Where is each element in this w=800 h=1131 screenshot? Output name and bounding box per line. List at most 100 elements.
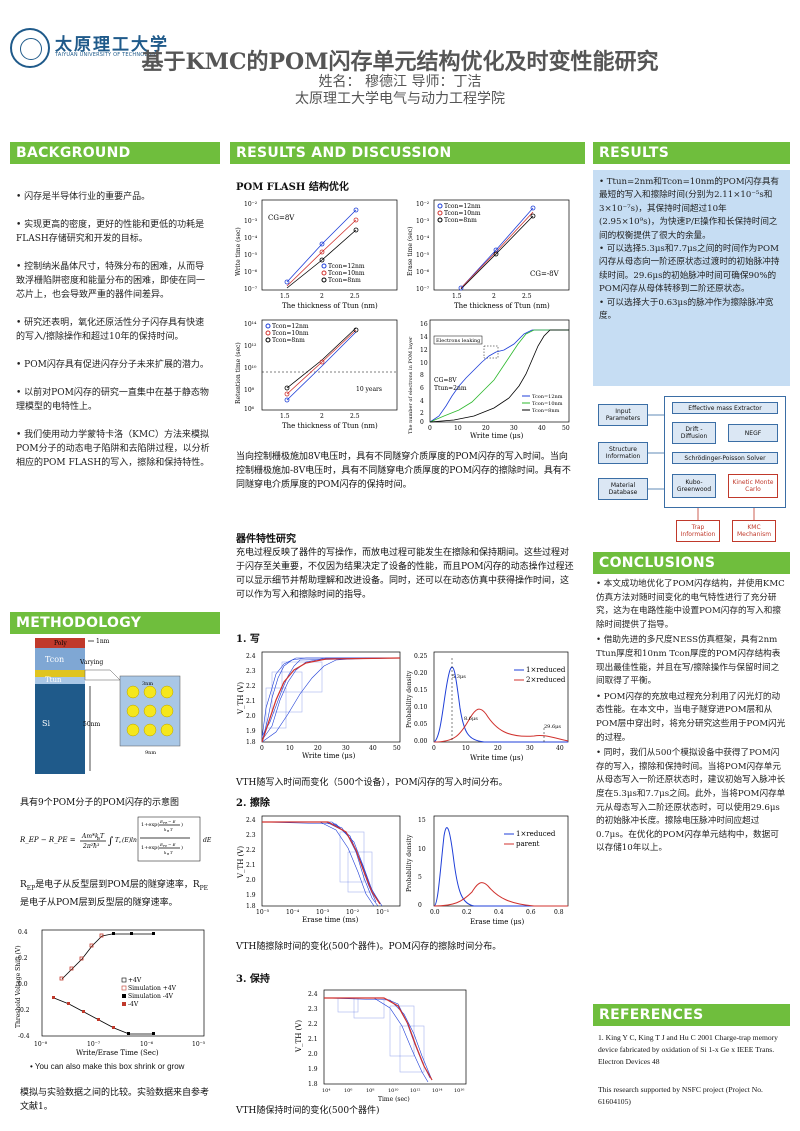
chart1-note: CG=8V xyxy=(268,214,295,222)
svg-text:0.0: 0.0 xyxy=(430,909,440,916)
vth-exp-minus xyxy=(52,996,115,1029)
svg-text:1.8: 1.8 xyxy=(308,1081,318,1088)
retention-ylabel: V_TH (V) xyxy=(295,1020,303,1053)
svg-text:Tcon=8nm: Tcon=8nm xyxy=(532,408,560,414)
retention-heading: 3. 保持 xyxy=(236,974,270,985)
poly-label: Poly xyxy=(54,640,67,647)
svg-text:0.25: 0.25 xyxy=(414,653,428,660)
svg-text:10¹⁴: 10¹⁴ xyxy=(244,321,257,328)
erase-pdf-legend: 1×reduced parent xyxy=(504,830,556,848)
flow-material-db: Material Database xyxy=(598,478,648,500)
svg-text:40: 40 xyxy=(369,745,377,752)
varying-label: Varying xyxy=(79,659,103,666)
svg-text:40: 40 xyxy=(538,425,546,432)
svg-text:2: 2 xyxy=(320,413,324,420)
flow-structure-info: Structure Information xyxy=(598,442,648,464)
tunneling-formula: R_EP − R_PE = Am*k B T 2π²ħ³ ∫ T c (E)ln… xyxy=(20,816,212,862)
svg-text:10⁻⁶: 10⁻⁶ xyxy=(416,269,430,276)
erase-vth-traces xyxy=(261,821,383,907)
svg-text:0: 0 xyxy=(420,419,424,426)
retention-time-chart: 10¹⁴ 10¹² 10¹⁰ 10⁸ 10⁶ 1.5 2 2.5 The thi… xyxy=(235,319,398,430)
svg-text:2.0: 2.0 xyxy=(246,877,256,884)
svg-text:1+exp(: 1+exp( xyxy=(141,821,159,828)
svg-text:Am*k: Am*k xyxy=(81,833,99,840)
vth-shift-chart: 0.4 0.2 0.0 -0.2 -0.4 10⁻⁸ 10⁻⁷ 10⁻⁶ 10⁻… xyxy=(15,929,206,1057)
retention-xlabel: Time (sec) xyxy=(378,1096,410,1103)
svg-text:10⁻³: 10⁻³ xyxy=(416,218,430,225)
svg-text:-4V: -4V xyxy=(128,1001,139,1008)
svg-text:10: 10 xyxy=(462,745,470,752)
conclusion-item: • 借助先进的多尺度NESS仿真框架，具有2nm Ttun厚度和10nm Tco… xyxy=(596,635,781,687)
svg-text:2.3: 2.3 xyxy=(308,1006,318,1013)
write-vth-chart: 2.4 2.3 2.2 2.1 2.0 1.9 1.8 0 10 20 30 4… xyxy=(237,651,401,760)
results-item: • 可以选择大于0.63μs的脉冲作为擦除脉冲宽度。 xyxy=(599,297,774,322)
svg-text:1×reduced: 1×reduced xyxy=(526,666,566,674)
erase-left-xlabel: Erase time (ms) xyxy=(302,916,359,924)
svg-text:0.20: 0.20 xyxy=(414,670,428,677)
device-schematic: Poly Tcon Ttun Si 1nm Varying 50nm 3nm 9… xyxy=(35,638,181,774)
svg-text:0.4: 0.4 xyxy=(18,929,28,936)
pom-layer xyxy=(35,670,85,677)
svg-text:Tcon=10nm: Tcon=10nm xyxy=(444,210,481,217)
chart2-note: CG=-8V xyxy=(530,270,560,278)
svg-text:2.4: 2.4 xyxy=(246,653,256,660)
write-heading: 1. 写 xyxy=(236,634,260,645)
svg-text:2.1: 2.1 xyxy=(246,862,256,869)
conclusions-list: • 本文成功地优化了POM闪存结构，并使用KMC仿真方法对随时间变化的电气特性进… xyxy=(596,578,786,856)
svg-text:2.3: 2.3 xyxy=(246,832,256,839)
svg-text:2.5: 2.5 xyxy=(350,413,360,420)
poster-title: 基于KMC的POM闪存单元结构优化及时变性能研究 xyxy=(141,49,659,75)
write-right-xlabel: Write time (μs) xyxy=(470,754,524,762)
svg-text:0.2: 0.2 xyxy=(18,955,28,962)
svg-text:2: 2 xyxy=(320,293,324,300)
flow-kubo: Kubo-Greenwood xyxy=(672,474,716,498)
device-char-heading: 器件特性研究 xyxy=(236,534,296,545)
svg-text:2.0: 2.0 xyxy=(308,1051,318,1058)
svg-text:1+exp(: 1+exp( xyxy=(141,844,159,851)
svg-text:20: 20 xyxy=(314,745,322,752)
svg-text:10⁻²: 10⁻² xyxy=(346,909,360,916)
svg-text:): ) xyxy=(181,821,183,828)
chart3-ylabel: Retention time (sec) xyxy=(235,342,242,404)
svg-text:10: 10 xyxy=(454,425,462,432)
svg-text:15: 15 xyxy=(418,817,426,824)
flow-trap-info: Trap Information xyxy=(676,520,720,542)
svg-text:(E)ln: (E)ln xyxy=(122,837,137,844)
svg-text:1.8: 1.8 xyxy=(246,739,256,746)
svg-text:12: 12 xyxy=(420,347,428,354)
svg-text:0.0: 0.0 xyxy=(18,981,28,988)
vth-ylabel: Threshold Voltage Shift (V) xyxy=(15,945,22,1028)
svg-text:2×reduced: 2×reduced xyxy=(526,676,566,684)
svg-text:2.2: 2.2 xyxy=(246,683,256,690)
results-item: • Ttun=2nm和Tcon=10nm的POM闪存具有最短的写入和擦除时间(分… xyxy=(599,177,780,241)
results-heading: RESULTS xyxy=(593,142,790,164)
conclusion-item: • POM闪存的充放电过程充分利用了闪光灯的动态性能。在本文中，当电子隧穿进PO… xyxy=(596,691,786,743)
svg-text:Tcon=8nm: Tcon=8nm xyxy=(328,277,361,284)
tun-label: Ttun xyxy=(45,676,62,684)
svg-text:Tcon=10nm: Tcon=10nm xyxy=(328,270,365,277)
ness-framework-diagram: Input Parameters Structure Information M… xyxy=(598,396,788,546)
tcon-label: Tcon xyxy=(45,655,64,664)
chart3-note: 10 years xyxy=(356,386,382,393)
svg-text:20: 20 xyxy=(494,745,502,752)
svg-text:6: 6 xyxy=(420,385,424,392)
flow-negf: NEGF xyxy=(728,424,778,442)
svg-text:10⁻⁷: 10⁻⁷ xyxy=(244,286,258,293)
vth-exp-minus-black xyxy=(127,1032,155,1035)
conclusions-heading: CONCLUSIONS xyxy=(593,552,790,574)
chart2-xlabel: The thickness of Ttun (nm) xyxy=(454,302,550,310)
svg-text:30: 30 xyxy=(510,425,518,432)
svg-text:10⁻⁴: 10⁻⁴ xyxy=(416,235,430,242)
chart4-ylabel: The number of electrons in POM layer xyxy=(408,336,414,434)
methodology-note: • You can also make this box shrink or g… xyxy=(30,1062,185,1071)
flow-input-parameters: Input Parameters xyxy=(598,404,648,426)
svg-text:FR: FR xyxy=(163,821,168,825)
svg-text:2: 2 xyxy=(420,410,424,417)
svg-text:Simulation -4V: Simulation -4V xyxy=(128,993,174,1000)
svg-text:T: T xyxy=(170,827,173,832)
svg-text:− E: − E xyxy=(168,842,176,847)
svg-text:10¹⁰: 10¹⁰ xyxy=(244,365,257,372)
write-caption: VTH随写入时间而变化（500个设备），POM闪存的写入时间分布。 xyxy=(236,778,508,788)
svg-text:): ) xyxy=(181,844,183,851)
write-vth-mean xyxy=(261,657,401,743)
